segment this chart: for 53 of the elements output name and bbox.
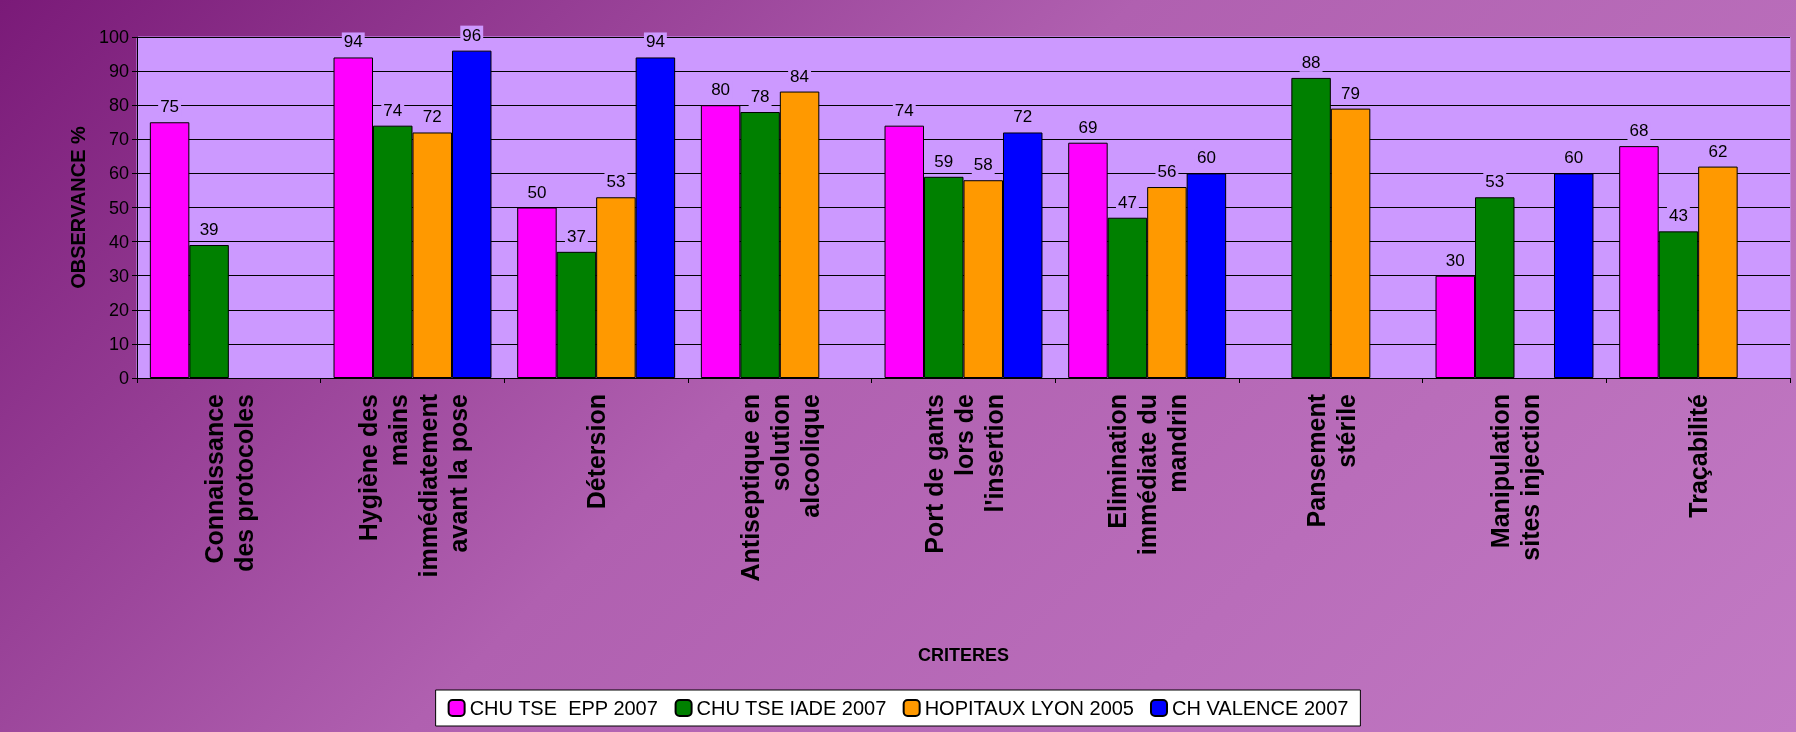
- y-tick-label: 100: [98, 27, 129, 47]
- y-tick-label: 90: [108, 61, 129, 82]
- data-label: 60: [1196, 148, 1216, 168]
- legend-label: CHU TSE EPP 2007: [469, 697, 658, 719]
- y-tick-label: 10: [108, 333, 129, 354]
- legend-label: CH VALENCE 2007: [1172, 697, 1349, 719]
- data-label: 75: [160, 97, 180, 117]
- data-label: 53: [1485, 172, 1505, 192]
- x-axis-title: CRITERES: [917, 645, 1010, 665]
- y-tick-label: 60: [108, 163, 129, 184]
- x-tick-label: Pansement stérile: [1301, 393, 1360, 528]
- data-label: 59: [934, 151, 954, 171]
- data-label: 43: [1668, 206, 1688, 226]
- data-label: 53: [606, 172, 626, 192]
- data-label: 47: [1117, 192, 1137, 212]
- data-label: 60: [1564, 148, 1584, 168]
- x-tick-label: Détersion: [582, 394, 611, 510]
- data-label: 78: [750, 87, 770, 107]
- data-label: 68: [1629, 121, 1649, 141]
- x-tick-label: Connaissance des protocoles: [199, 393, 258, 572]
- y-tick-label: 70: [108, 129, 129, 150]
- data-label: 94: [343, 32, 363, 52]
- data-label: 79: [1341, 83, 1361, 103]
- y-axis-title: OBSERVANCE %: [67, 125, 90, 289]
- y-tick-label: 30: [108, 265, 129, 286]
- data-label: 74: [383, 100, 403, 120]
- y-tick-label: 20: [108, 299, 129, 320]
- y-tick-label: 50: [108, 197, 129, 218]
- y-tick-label: 40: [108, 231, 129, 252]
- y-tick-label: 80: [108, 95, 129, 116]
- x-tick-label: Antiseptique en solution alcoolique: [735, 393, 824, 582]
- data-label: 58: [973, 155, 993, 175]
- data-label: 39: [199, 220, 219, 240]
- data-label: 84: [790, 66, 810, 86]
- data-label: 62: [1708, 141, 1728, 161]
- data-label: 50: [527, 182, 547, 202]
- x-tick-label: Port de gants lors de l'insertion: [919, 393, 1008, 554]
- x-tick-label: Traçabilité: [1684, 393, 1713, 518]
- data-label: 80: [711, 80, 731, 100]
- data-label: 56: [1157, 162, 1177, 182]
- x-tick-label: Elimination immédiate du mandrin: [1103, 394, 1192, 556]
- legend-label: CHU TSE IADE 2007: [696, 697, 887, 719]
- data-label: 74: [894, 100, 914, 120]
- data-label: 72: [422, 107, 442, 127]
- y-tick-label: 0: [118, 368, 129, 388]
- data-label: 69: [1078, 117, 1098, 137]
- data-label: 94: [645, 32, 665, 52]
- legend-label: HOPITAUX LYON 2005: [924, 697, 1134, 719]
- data-label: 72: [1013, 107, 1033, 127]
- data-label: 30: [1445, 250, 1465, 270]
- data-label: 96: [462, 25, 482, 45]
- data-label: 37: [566, 226, 586, 246]
- data-label: 88: [1301, 52, 1321, 72]
